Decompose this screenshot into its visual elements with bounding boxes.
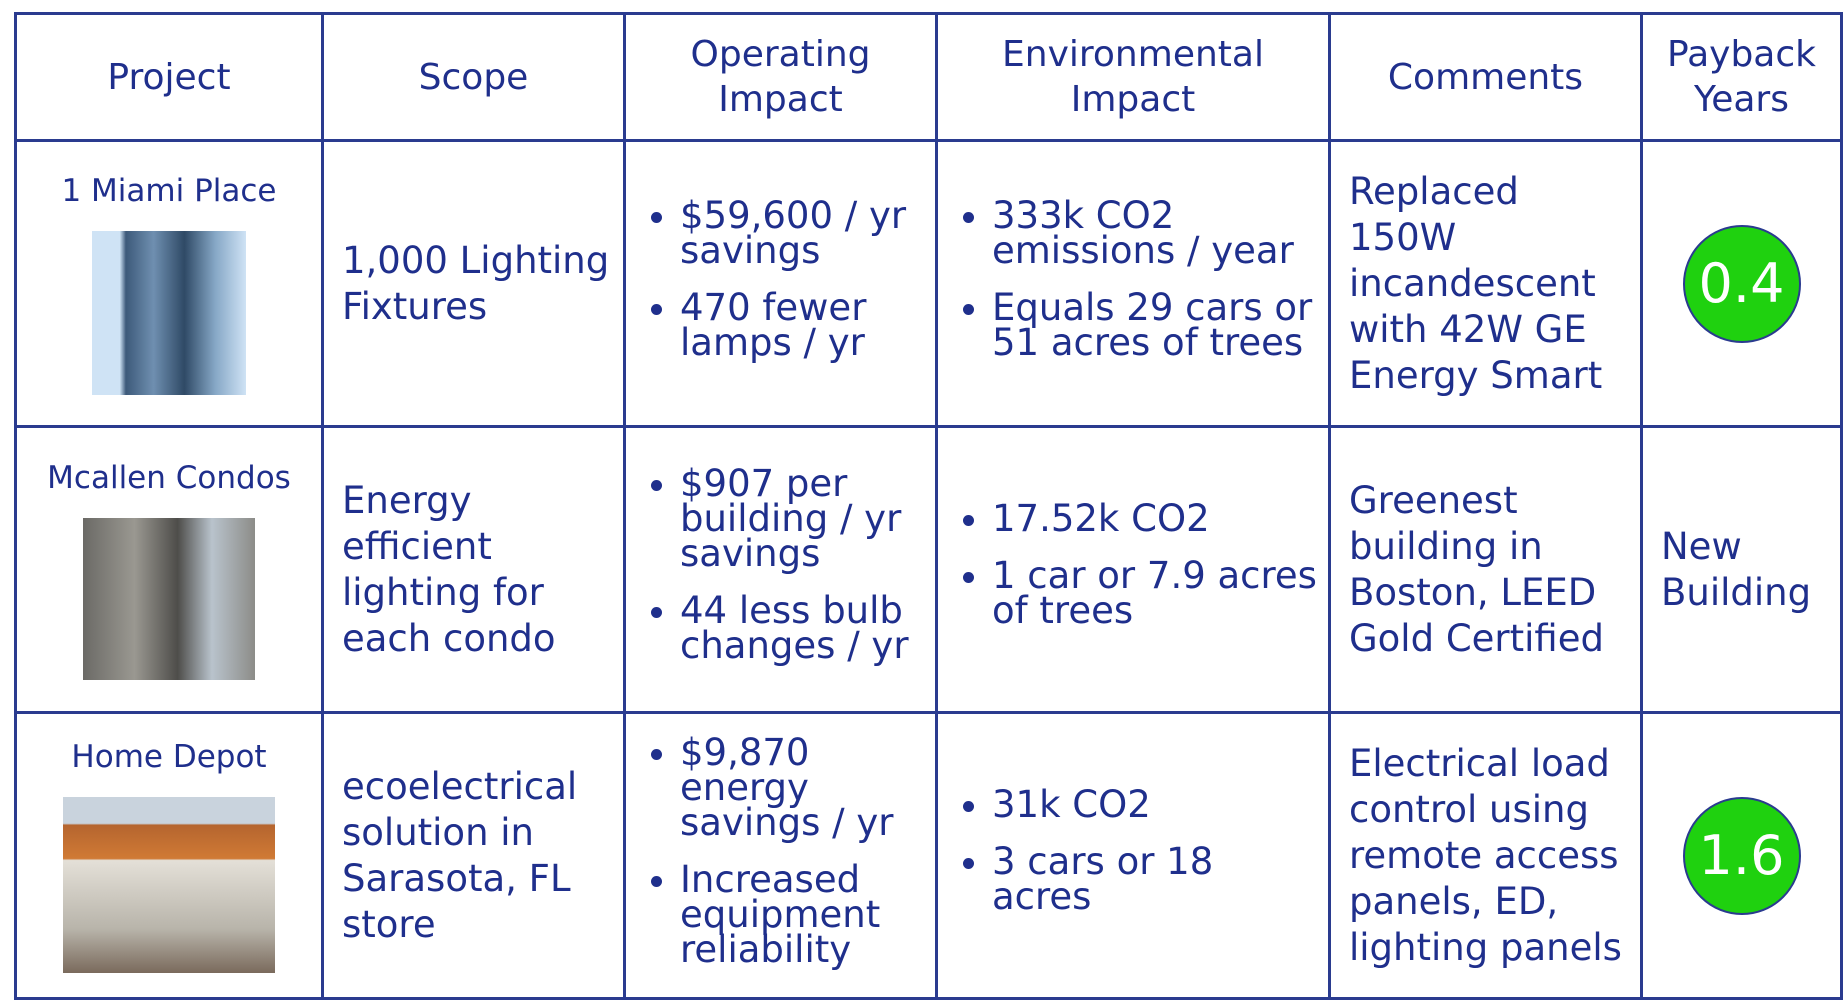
operating-list: $59,600 / yr savings 470 fewer lamps / yr — [626, 198, 935, 360]
header-cell: Comments — [1330, 14, 1642, 141]
project-photo — [92, 231, 246, 395]
payback-text: New Building — [1643, 524, 1840, 616]
operating-cell: $907 per building / yr savings 44 less bu… — [625, 427, 937, 713]
comments-text: Greenest building in Boston, LEED Gold C… — [1331, 478, 1640, 662]
header-cell: Environmental Impact — [937, 14, 1330, 141]
payback-cell: 1.6 — [1642, 713, 1842, 999]
comments-cell: Replaced 150W incandescent with 42W GE E… — [1330, 141, 1642, 427]
payback-cell: 0.4 — [1642, 141, 1842, 427]
operating-list: $9,870 energy savings / yr Increased equi… — [626, 735, 935, 967]
project-name: 1 Miami Place — [17, 173, 321, 209]
operating-cell: $59,600 / yr savings 470 fewer lamps / yr — [625, 141, 937, 427]
operating-cell: $9,870 energy savings / yr Increased equi… — [625, 713, 937, 999]
bullet-item: 31k CO2 — [992, 787, 1320, 822]
bullet-item: 470 fewer lamps / yr — [680, 290, 927, 360]
environmental-cell: 333k CO2 emissions / year Equals 29 cars … — [937, 141, 1330, 427]
comments-cell: Greenest building in Boston, LEED Gold C… — [1330, 427, 1642, 713]
scope-text: ecoelectrical solution in Sarasota, FL s… — [324, 764, 623, 948]
environmental-list: 17.52k CO2 1 car or 7.9 acres of trees — [938, 501, 1328, 628]
page: ProjectScopeOperating ImpactEnvironmenta… — [0, 0, 1843, 992]
payback-cell: New Building — [1642, 427, 1842, 713]
bullet-item: Increased equipment reliability — [680, 862, 927, 967]
project-photo — [63, 797, 275, 973]
project-name: Home Depot — [17, 739, 321, 775]
bullet-item: 17.52k CO2 — [992, 501, 1320, 536]
bullet-item: $9,870 energy savings / yr — [680, 735, 927, 840]
project-name: Mcallen Condos — [17, 460, 321, 496]
bullet-item: $59,600 / yr savings — [680, 198, 927, 268]
payback-badge: 0.4 — [1683, 225, 1801, 343]
environmental-cell: 31k CO2 3 cars or 18 acres — [937, 713, 1330, 999]
project-cell: Home Depot — [16, 713, 323, 999]
bullet-item: 333k CO2 emissions / year — [992, 198, 1320, 268]
header-cell: Payback Years — [1642, 14, 1842, 141]
scope-cell: ecoelectrical solution in Sarasota, FL s… — [323, 713, 625, 999]
header-cell: Operating Impact — [625, 14, 937, 141]
scope-cell: Energy efficient lighting for each condo — [323, 427, 625, 713]
project-cell: 1 Miami Place — [16, 141, 323, 427]
comments-cell: Electrical load control using remote acc… — [1330, 713, 1642, 999]
environmental-list: 31k CO2 3 cars or 18 acres — [938, 787, 1328, 914]
header-cell: Project — [16, 14, 323, 141]
header-cell: Scope — [323, 14, 625, 141]
project-photo — [83, 518, 255, 680]
bullet-item: 3 cars or 18 acres — [992, 844, 1320, 914]
bullet-item: 44 less bulb changes / yr — [680, 593, 927, 663]
environmental-cell: 17.52k CO2 1 car or 7.9 acres of trees — [937, 427, 1330, 713]
bullet-item: Equals 29 cars or 51 acres of trees — [992, 290, 1320, 360]
project-cell: Mcallen Condos — [16, 427, 323, 713]
scope-cell: 1,000 Lighting Fixtures — [323, 141, 625, 427]
bullet-item: 1 car or 7.9 acres of trees — [992, 558, 1320, 628]
comments-text: Replaced 150W incandescent with 42W GE E… — [1331, 169, 1640, 399]
comments-text: Electrical load control using remote acc… — [1331, 741, 1640, 971]
scope-text: Energy efficient lighting for each condo — [324, 478, 623, 662]
environmental-list: 333k CO2 emissions / year Equals 29 cars … — [938, 198, 1328, 360]
payback-badge: 1.6 — [1683, 797, 1801, 915]
operating-list: $907 per building / yr savings 44 less bu… — [626, 466, 935, 663]
bullet-item: $907 per building / yr savings — [680, 466, 927, 571]
scope-text: 1,000 Lighting Fixtures — [324, 238, 623, 330]
